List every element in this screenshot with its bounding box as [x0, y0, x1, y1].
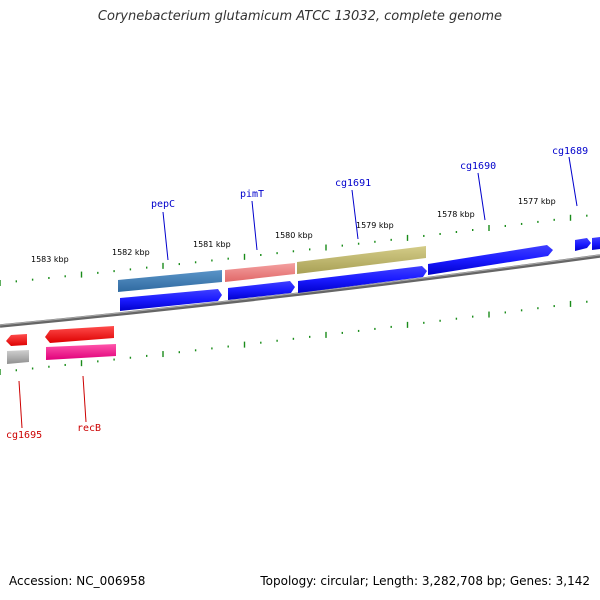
cg1689-leader [568, 156, 578, 207]
pimT-leader [251, 200, 258, 251]
recB-cds[interactable] [45, 326, 114, 343]
pimT-feature[interactable] [225, 263, 295, 282]
gene-label-recB[interactable]: recB [77, 423, 101, 434]
pepC-cds[interactable] [120, 289, 222, 311]
bottom-scale-ticks [0, 300, 588, 375]
cg1691-leader [351, 189, 359, 240]
genome-backbone-highlight [0, 254, 600, 326]
cg1695-cds[interactable] [6, 334, 27, 346]
gene-label-cg1695[interactable]: cg1695 [6, 430, 42, 441]
tick-label-1580: 1580 kbp [275, 231, 313, 240]
gene-label-cg1691[interactable]: cg1691 [335, 178, 371, 189]
tick-label-1581: 1581 kbp [193, 240, 231, 249]
map-title: Corynebacterium glutamicum ATCC 13032, c… [97, 9, 503, 24]
gene-label-cg1689[interactable]: cg1689 [552, 146, 588, 157]
bottom-feature-row [6, 326, 116, 364]
tick-label-1583: 1583 kbp [31, 255, 69, 264]
recB-leader [82, 375, 87, 423]
cg1690-cds[interactable] [428, 245, 553, 275]
accession-text: Accession: NC_006958 [9, 574, 146, 588]
pepC-leader [162, 211, 169, 261]
genome-backbone [0, 254, 600, 328]
cg1691-cds[interactable] [298, 266, 427, 293]
gene-label-pimT[interactable]: pimT [240, 189, 264, 200]
cg1695-leader [18, 380, 23, 429]
gene-label-pepC[interactable]: pepC [151, 199, 175, 210]
cg1689-cds[interactable] [575, 238, 591, 251]
next-gene-cds[interactable] [592, 237, 600, 250]
gene-label-cg1690[interactable]: cg1690 [460, 161, 496, 172]
genome-summary-text: Topology: circular; Length: 3,282,708 bp… [260, 574, 590, 588]
cg1691-feature[interactable] [297, 246, 426, 274]
top-scale-ticks [0, 214, 588, 286]
cg1690-leader [477, 172, 486, 221]
tick-label-1577: 1577 kbp [518, 197, 556, 206]
top-feature-row [118, 246, 426, 292]
recB-feature[interactable] [46, 344, 116, 360]
pepC-feature[interactable] [118, 270, 222, 292]
top-cds-row [120, 237, 600, 311]
pimT-cds[interactable] [228, 281, 295, 300]
tick-label-1579: 1579 kbp [356, 221, 394, 230]
gene-leader-lines [18, 156, 578, 429]
tick-label-1582: 1582 kbp [112, 248, 150, 257]
tick-label-1578: 1578 kbp [437, 210, 475, 219]
cg1695-feature[interactable] [7, 350, 29, 364]
